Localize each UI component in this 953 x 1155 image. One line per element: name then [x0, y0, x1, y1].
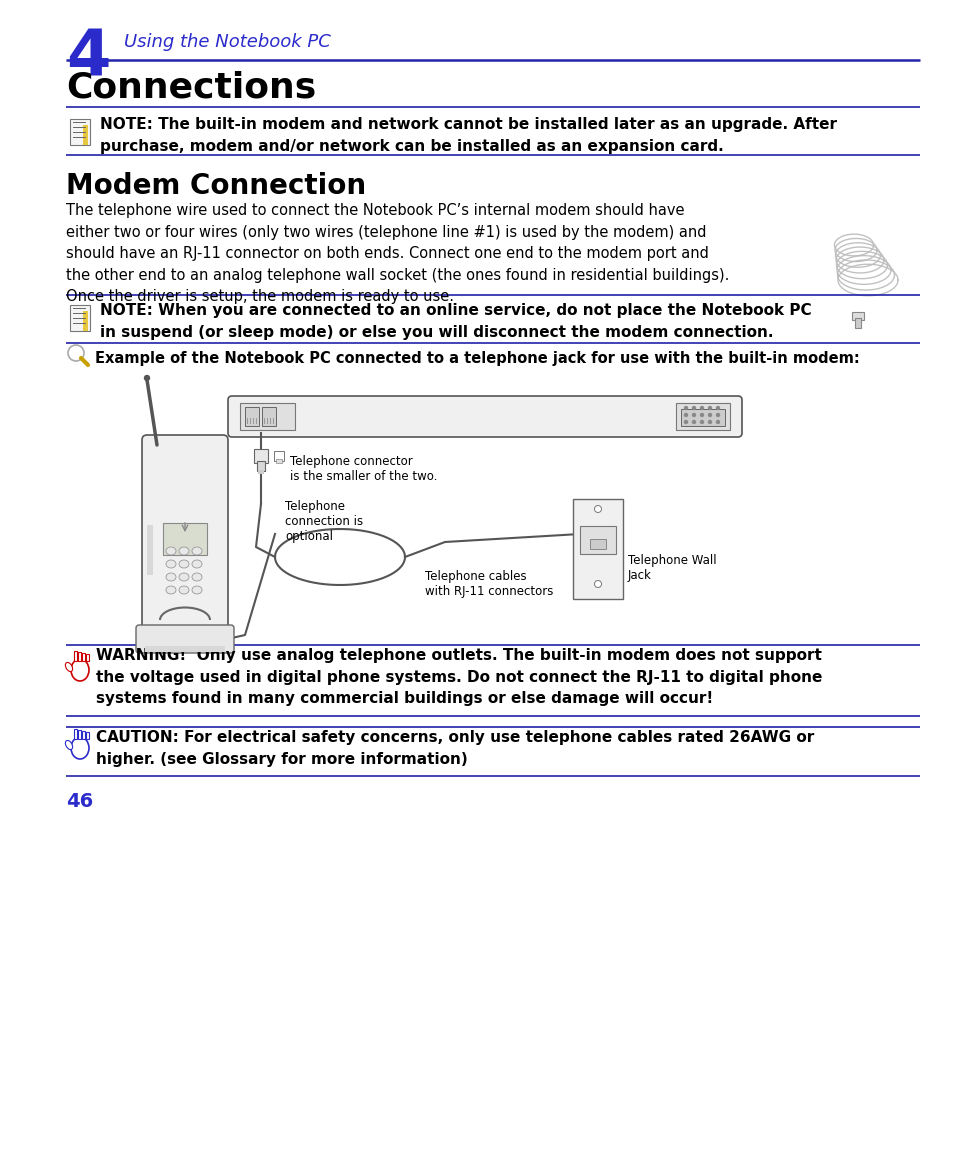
- Text: Modem Connection: Modem Connection: [66, 172, 366, 200]
- Circle shape: [692, 420, 695, 424]
- Text: Telephone Wall
Jack: Telephone Wall Jack: [627, 554, 716, 582]
- Bar: [851, 312, 863, 320]
- Bar: [255, 418, 257, 424]
- Bar: [275, 459, 282, 463]
- Ellipse shape: [192, 573, 202, 581]
- Bar: [163, 523, 207, 556]
- Text: The telephone wire used to connect the Notebook PC’s internal modem should have
: The telephone wire used to connect the N…: [66, 203, 729, 305]
- Text: WARNING!  Only use analog telephone outlets. The built-in modem does not support: WARNING! Only use analog telephone outle…: [96, 648, 821, 706]
- Ellipse shape: [166, 586, 175, 594]
- Circle shape: [684, 420, 687, 424]
- FancyBboxPatch shape: [136, 625, 233, 653]
- Text: CAUTION: For electrical safety concerns, only use telephone cables rated 26AWG o: CAUTION: For electrical safety concerns,…: [96, 730, 814, 767]
- Circle shape: [700, 420, 702, 424]
- Bar: [70, 305, 90, 331]
- Text: Telephone connector
is the smaller of the two.: Telephone connector is the smaller of th…: [290, 455, 436, 483]
- Circle shape: [144, 375, 150, 380]
- Bar: [145, 646, 225, 653]
- Bar: [78, 730, 81, 739]
- Circle shape: [684, 407, 687, 410]
- Bar: [245, 407, 258, 426]
- Bar: [78, 653, 81, 661]
- Ellipse shape: [71, 737, 89, 759]
- Ellipse shape: [179, 560, 189, 568]
- FancyBboxPatch shape: [142, 435, 228, 640]
- Bar: [83, 311, 88, 331]
- Text: Connections: Connections: [66, 70, 315, 104]
- Bar: [147, 526, 152, 575]
- Bar: [273, 418, 274, 424]
- Bar: [256, 461, 265, 471]
- Ellipse shape: [192, 547, 202, 556]
- Text: 46: 46: [66, 792, 93, 811]
- Circle shape: [594, 506, 601, 513]
- Bar: [262, 407, 275, 426]
- Circle shape: [708, 407, 711, 410]
- Circle shape: [708, 420, 711, 424]
- Bar: [82, 731, 85, 739]
- Text: Telephone cables
with RJ-11 connectors: Telephone cables with RJ-11 connectors: [424, 571, 553, 598]
- Circle shape: [716, 413, 719, 417]
- Bar: [854, 318, 861, 328]
- Text: Telephone
connection is
optional: Telephone connection is optional: [285, 500, 363, 543]
- Bar: [253, 449, 268, 463]
- Bar: [274, 450, 284, 461]
- Bar: [264, 418, 265, 424]
- Bar: [86, 654, 89, 661]
- Text: NOTE: The built-in modem and network cannot be installed later as an upgrade. Af: NOTE: The built-in modem and network can…: [100, 117, 836, 154]
- Circle shape: [700, 407, 702, 410]
- Circle shape: [700, 413, 702, 417]
- Bar: [589, 539, 605, 549]
- Text: 4: 4: [66, 27, 111, 89]
- Ellipse shape: [179, 573, 189, 581]
- Bar: [267, 418, 268, 424]
- FancyBboxPatch shape: [680, 409, 724, 426]
- Ellipse shape: [192, 586, 202, 594]
- Ellipse shape: [66, 740, 72, 750]
- Ellipse shape: [179, 547, 189, 556]
- Circle shape: [594, 581, 601, 588]
- Bar: [257, 470, 264, 474]
- FancyBboxPatch shape: [228, 396, 741, 437]
- Bar: [253, 418, 254, 424]
- Ellipse shape: [166, 573, 175, 581]
- Bar: [579, 526, 616, 554]
- Bar: [74, 729, 77, 739]
- Bar: [270, 418, 272, 424]
- Text: Example of the Notebook PC connected to a telephone jack for use with the built-: Example of the Notebook PC connected to …: [95, 351, 859, 366]
- Bar: [676, 403, 729, 430]
- Bar: [82, 653, 85, 661]
- Circle shape: [692, 413, 695, 417]
- Ellipse shape: [66, 663, 72, 671]
- Circle shape: [692, 407, 695, 410]
- Bar: [86, 732, 89, 739]
- Bar: [240, 403, 294, 430]
- Circle shape: [708, 413, 711, 417]
- Ellipse shape: [166, 560, 175, 568]
- Bar: [573, 499, 622, 599]
- Bar: [74, 651, 77, 661]
- Ellipse shape: [192, 560, 202, 568]
- Bar: [250, 418, 252, 424]
- Bar: [247, 418, 248, 424]
- Circle shape: [716, 407, 719, 410]
- Text: Using the Notebook PC: Using the Notebook PC: [124, 33, 331, 51]
- Bar: [70, 119, 90, 146]
- Bar: [83, 125, 88, 146]
- Ellipse shape: [71, 660, 89, 681]
- Circle shape: [716, 420, 719, 424]
- Text: NOTE: When you are connected to an online service, do not place the Notebook PC
: NOTE: When you are connected to an onlin…: [100, 303, 811, 340]
- Circle shape: [684, 413, 687, 417]
- Ellipse shape: [179, 586, 189, 594]
- Ellipse shape: [166, 547, 175, 556]
- Circle shape: [68, 345, 84, 362]
